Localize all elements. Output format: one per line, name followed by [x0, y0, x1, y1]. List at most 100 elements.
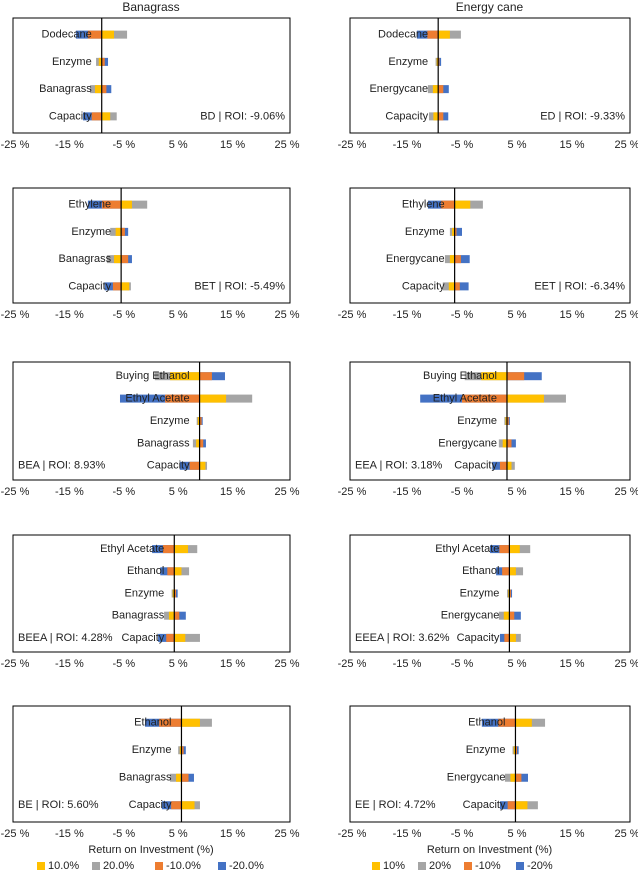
bar: [462, 394, 507, 403]
bar: [515, 773, 522, 782]
bar: [504, 633, 510, 642]
bar: [509, 633, 516, 642]
category-label: Capacity: [402, 280, 445, 292]
bar: [441, 200, 455, 209]
category-label: Banagrass: [112, 610, 165, 622]
bar: [438, 112, 444, 121]
x-tick-label: 25 %: [274, 486, 299, 498]
bar: [189, 461, 200, 470]
bar: [509, 567, 524, 576]
category-label: Banagrass: [137, 437, 190, 449]
category-label: Capacity: [463, 799, 506, 811]
x-tick-label: -25 %: [338, 309, 367, 321]
x-tick-label: -5 %: [112, 309, 135, 321]
legend-label: 10.0%: [48, 860, 79, 872]
x-tick-label: -5 %: [451, 139, 474, 151]
plot-frame: [349, 534, 631, 653]
x-tick-label: -25 %: [338, 139, 367, 151]
x-tick-label: 5 %: [169, 828, 188, 840]
bar: [508, 589, 510, 598]
x-tick-label: 5 %: [169, 486, 188, 498]
bar: [174, 567, 190, 576]
x-tick-label: -5 %: [112, 139, 135, 151]
bar: [509, 545, 531, 554]
legend-swatch: [92, 862, 100, 870]
bar: [481, 372, 507, 381]
x-tick-label: -15 %: [393, 486, 422, 498]
x-tick-label: -25 %: [1, 309, 30, 321]
category-label: Enzyme: [132, 744, 172, 756]
bar: [121, 227, 125, 236]
category-label: Enzyme: [150, 415, 190, 427]
bar: [499, 461, 507, 470]
bar: [438, 57, 442, 66]
plot-frame: [349, 17, 631, 134]
bar: [515, 718, 532, 727]
bar: [432, 85, 439, 94]
bar: [170, 773, 182, 782]
category-label: Energycane: [447, 772, 506, 784]
plot-frame: [12, 17, 291, 134]
category-label: Banagrass: [39, 83, 92, 95]
category-label: Dodecane: [42, 29, 92, 41]
bar: [174, 633, 186, 642]
bar: [506, 417, 509, 425]
plot-frame: [12, 361, 291, 481]
category-label: Enzyme: [125, 587, 165, 599]
x-tick-label: 5 %: [508, 658, 527, 670]
bar: [101, 85, 112, 94]
x-tick-label: 15 %: [220, 658, 245, 670]
bar: [166, 633, 175, 642]
bar: [509, 545, 520, 554]
bar: [427, 30, 439, 39]
bar: [438, 30, 450, 39]
bar: [449, 255, 455, 264]
bar: [159, 718, 182, 727]
bar: [181, 801, 195, 810]
x-tick-label: 15 %: [220, 486, 245, 498]
x-tick-label: -25 %: [1, 139, 30, 151]
x-tick-label: 15 %: [559, 486, 584, 498]
bar: [444, 255, 455, 264]
category-label: Dodecane: [378, 29, 428, 41]
legend-label: -20%: [527, 860, 553, 872]
bar: [438, 57, 440, 66]
x-tick-label: 25 %: [274, 828, 299, 840]
x-tick-label: -5 %: [112, 658, 135, 670]
bar: [181, 718, 200, 727]
bar: [196, 439, 200, 448]
x-tick-label: -15 %: [55, 828, 84, 840]
bar: [509, 567, 516, 576]
category-label: Ethyl Acetate: [125, 393, 189, 405]
bar: [498, 718, 516, 727]
bar: [87, 30, 102, 39]
bar: [506, 439, 512, 448]
category-label: Ethanol: [468, 717, 505, 729]
x-tick-label: -25 %: [338, 658, 367, 670]
bar: [174, 633, 200, 642]
x-tick-label: 25 %: [614, 139, 638, 151]
bar: [121, 200, 148, 209]
bar: [504, 773, 516, 782]
legend-swatch: [516, 862, 524, 870]
x-tick-label: 25 %: [614, 828, 638, 840]
category-label: Enzyme: [466, 744, 506, 756]
bar: [507, 801, 516, 810]
bar: [199, 461, 206, 470]
bar: [433, 112, 439, 121]
category-label: Ethylene: [68, 199, 111, 211]
bar: [115, 227, 122, 236]
legend-swatch: [464, 862, 472, 870]
bar: [121, 282, 130, 291]
category-label: Enzyme: [405, 226, 445, 238]
category-label: Energycane: [386, 253, 445, 265]
x-tick-label: 15 %: [220, 309, 245, 321]
x-axis-label: Return on Investment (%): [88, 844, 213, 856]
bar: [168, 611, 175, 620]
x-tick-label: 5 %: [508, 486, 527, 498]
bar: [506, 372, 542, 381]
bar: [101, 112, 111, 121]
bar: [112, 282, 122, 291]
annotation: BE | ROI: 5.60%: [18, 799, 99, 811]
bar: [101, 30, 115, 39]
